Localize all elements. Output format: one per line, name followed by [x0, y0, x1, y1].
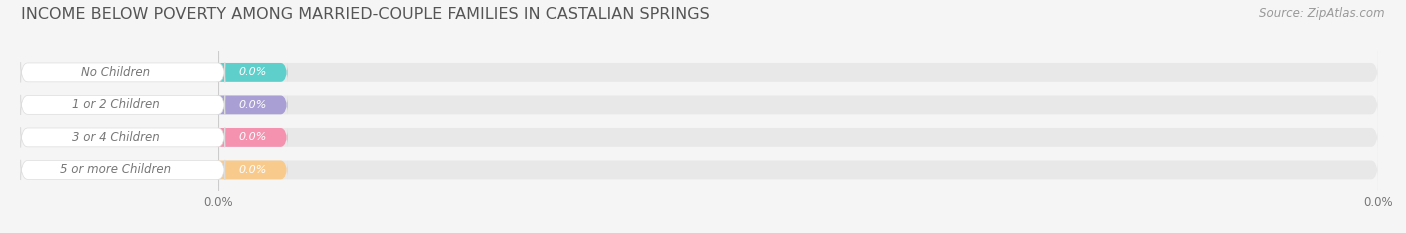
FancyBboxPatch shape [211, 160, 287, 180]
Text: 5 or more Children: 5 or more Children [60, 163, 172, 176]
Text: 0.0%: 0.0% [239, 100, 267, 110]
FancyBboxPatch shape [211, 95, 287, 115]
FancyBboxPatch shape [21, 62, 225, 82]
FancyBboxPatch shape [21, 95, 225, 115]
FancyBboxPatch shape [218, 62, 1378, 82]
FancyBboxPatch shape [218, 127, 1378, 147]
FancyBboxPatch shape [21, 160, 225, 180]
Text: 0.0%: 0.0% [239, 67, 267, 77]
FancyBboxPatch shape [218, 95, 1378, 115]
FancyBboxPatch shape [211, 62, 287, 82]
Text: Source: ZipAtlas.com: Source: ZipAtlas.com [1260, 7, 1385, 20]
FancyBboxPatch shape [21, 127, 225, 147]
FancyBboxPatch shape [218, 160, 1378, 180]
Text: 0.0%: 0.0% [239, 132, 267, 142]
Text: 3 or 4 Children: 3 or 4 Children [72, 131, 160, 144]
Text: No Children: No Children [82, 66, 150, 79]
Text: 0.0%: 0.0% [239, 165, 267, 175]
Text: 1 or 2 Children: 1 or 2 Children [72, 98, 160, 111]
FancyBboxPatch shape [211, 127, 287, 147]
Text: INCOME BELOW POVERTY AMONG MARRIED-COUPLE FAMILIES IN CASTALIAN SPRINGS: INCOME BELOW POVERTY AMONG MARRIED-COUPL… [21, 7, 710, 22]
